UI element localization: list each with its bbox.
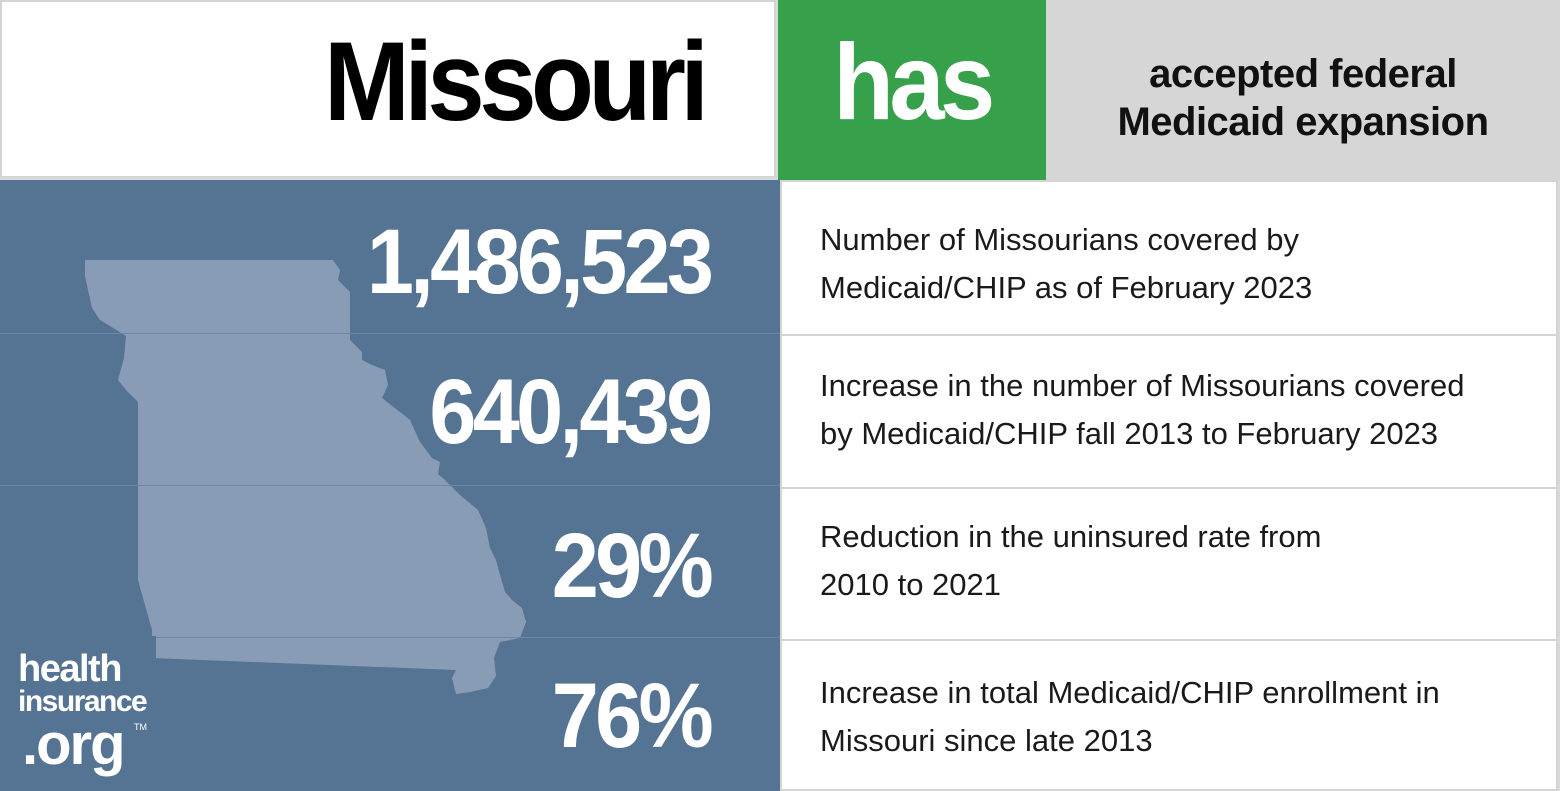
stat-description: Reduction in the uninsured rate from 201… <box>820 513 1321 609</box>
state-name-cell: Missouri <box>0 0 776 178</box>
stat-description-line: 2010 to 2021 <box>820 567 1002 602</box>
stat-description-row: Increase in total Medicaid/CHIP enrollme… <box>780 639 1558 791</box>
stat-description-row: Increase in the number of Missourians co… <box>780 334 1558 489</box>
expansion-status-cell: has <box>778 0 1046 180</box>
stat-description-line: Number of Missourians covered by <box>820 222 1299 257</box>
logo-trademark: TM <box>134 722 147 732</box>
expansion-description: accepted federal Medicaid expansion <box>1046 50 1560 146</box>
row-divider <box>0 333 780 334</box>
stat-description: Increase in the number of Missourians co… <box>820 362 1464 458</box>
logo-word: .org <box>22 712 126 777</box>
stat-description-row: Reduction in the uninsured rate from 201… <box>780 487 1558 641</box>
expansion-status: has <box>833 21 995 142</box>
expansion-description-cell: accepted federal Medicaid expansion <box>1046 0 1560 180</box>
stat-description-line: by Medicaid/CHIP fall 2013 to February 2… <box>820 416 1439 451</box>
stat-value-uninsured-reduction: 29% <box>551 515 714 617</box>
expansion-description-line: Medicaid expansion <box>1117 100 1489 144</box>
stat-descriptions: Number of Missourians covered by Medicai… <box>780 180 1560 791</box>
stat-description-line: Missouri since late 2013 <box>820 723 1153 758</box>
state-name: Missouri <box>324 19 709 144</box>
stat-description-line: Increase in the number of Missourians co… <box>820 368 1465 403</box>
missouri-map-icon <box>85 260 526 694</box>
stat-description-row: Number of Missourians covered by Medicai… <box>780 180 1558 336</box>
stat-description: Increase in total Medicaid/CHIP enrollme… <box>820 669 1440 765</box>
stat-value-enrollment-increase: 640,439 <box>429 361 714 463</box>
logo-word: insurance <box>18 685 148 718</box>
stat-value-enrollment: 1,486,523 <box>366 211 714 313</box>
stat-description-line: Medicaid/CHIP as of February 2023 <box>820 270 1313 305</box>
logo-word: health <box>18 648 122 690</box>
stat-description: Number of Missourians covered by Medicai… <box>820 216 1312 312</box>
stat-value-enrollment-percent-increase: 76% <box>551 665 714 767</box>
row-divider <box>0 485 780 486</box>
stat-description-line: Increase in total Medicaid/CHIP enrollme… <box>820 675 1440 710</box>
expansion-description-line: accepted federal <box>1149 52 1457 96</box>
healthinsurance-org-logo-icon: health insurance .org TM <box>0 636 156 791</box>
row-divider <box>0 637 780 638</box>
stat-description-line: Reduction in the uninsured rate from <box>820 519 1322 554</box>
